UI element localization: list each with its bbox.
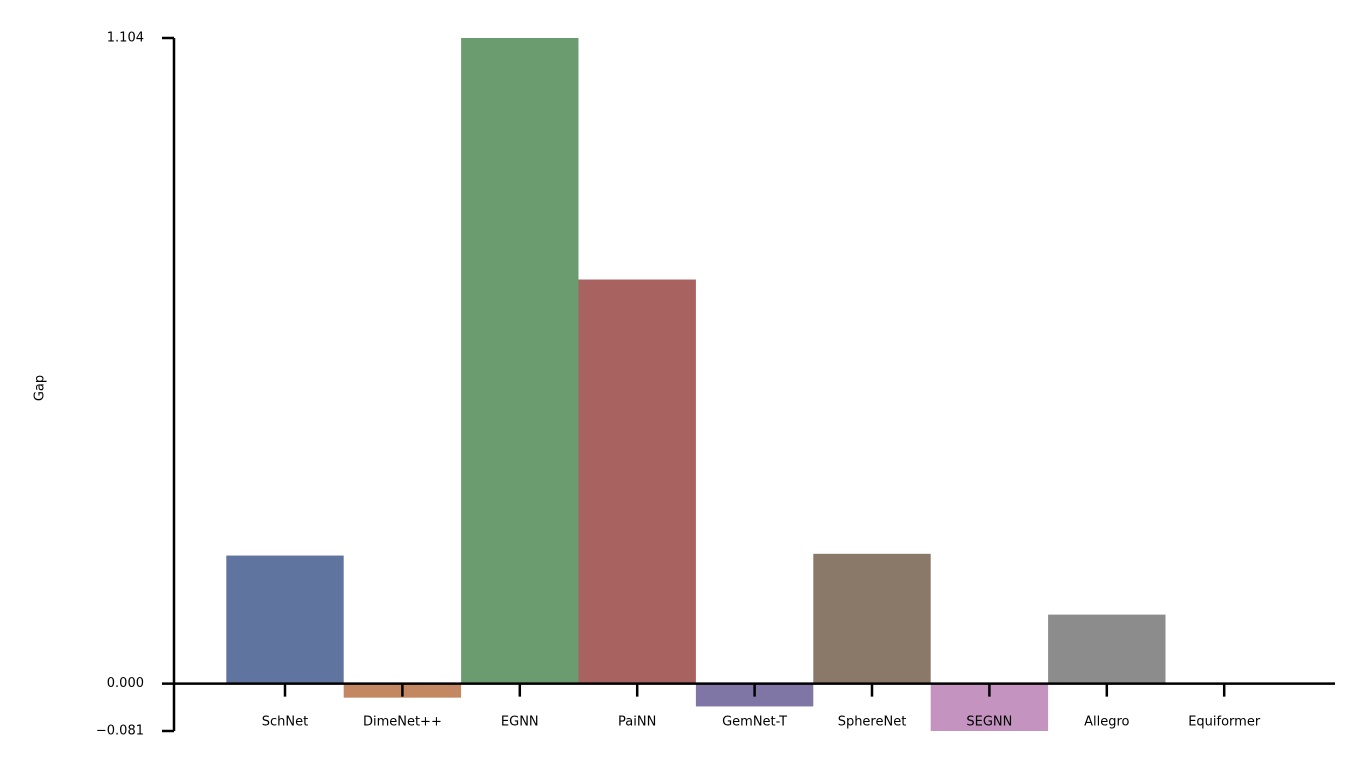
x-tick-label: Allegro <box>1084 715 1129 730</box>
bar <box>226 555 344 684</box>
bar <box>461 38 579 684</box>
x-tick-label: Equiformer <box>1188 715 1261 730</box>
y-axis-label: Gap <box>33 375 48 401</box>
x-tick-label: SEGNN <box>966 715 1012 730</box>
x-tick-label: GemNet-T <box>722 715 787 730</box>
bar <box>1048 614 1166 684</box>
x-tick-label: DimeNet++ <box>363 715 442 730</box>
x-tick-label: EGNN <box>501 715 539 730</box>
x-tick-label: PaiNN <box>618 715 656 730</box>
y-tick-label: 0.000 <box>107 676 144 691</box>
x-tick-label: SchNet <box>262 715 308 730</box>
bar <box>578 279 696 684</box>
y-tick-label: −0.081 <box>96 724 144 739</box>
bar <box>813 553 931 684</box>
y-tick-label: 1.104 <box>107 31 144 46</box>
x-tick-label: SphereNet <box>838 715 907 730</box>
